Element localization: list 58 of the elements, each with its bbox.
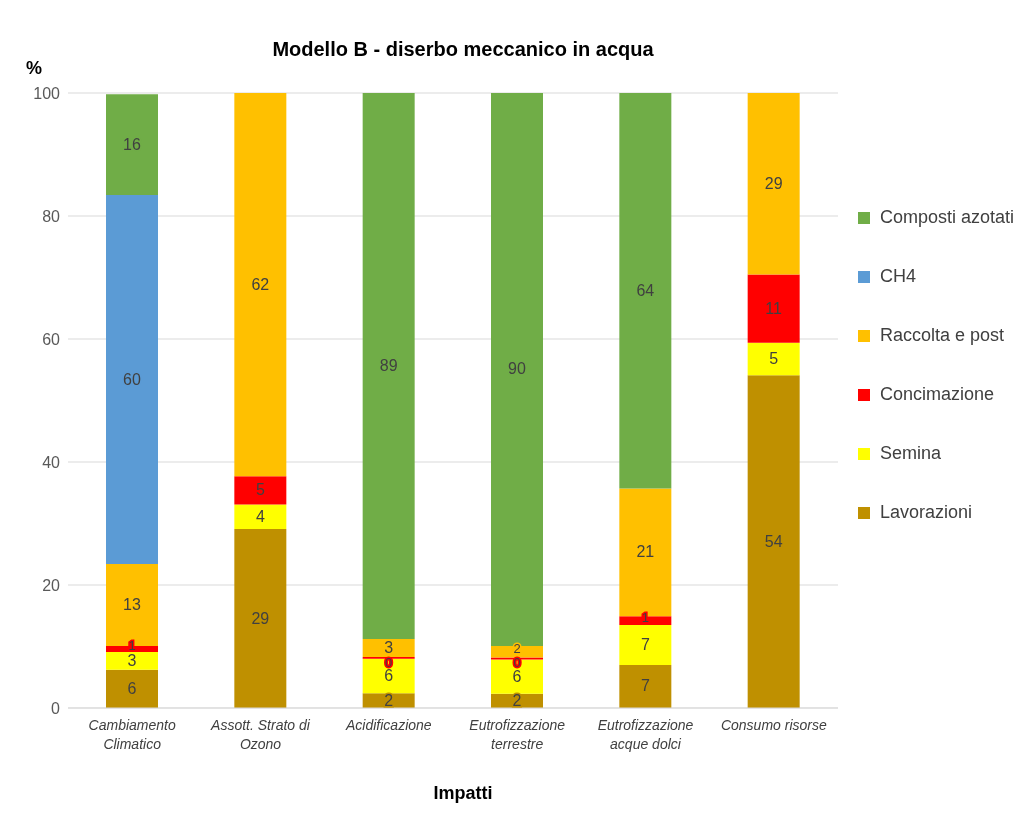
bar — [106, 94, 158, 196]
legend-label: CH4 — [880, 266, 917, 287]
data-label: 29 — [764, 174, 783, 192]
data-label: 7 — [640, 635, 650, 653]
data-label: 6 — [384, 667, 394, 685]
y-tick-label: 0 — [51, 699, 61, 717]
data-label: 2 — [512, 691, 522, 709]
legend-label: Semina — [880, 443, 942, 464]
y-tick-label: 100 — [33, 84, 61, 102]
data-label: 0 — [385, 654, 393, 670]
data-label: 11 — [765, 299, 783, 317]
data-label: 64 — [636, 281, 655, 299]
data-label: 2 — [384, 691, 394, 709]
data-label: 29 — [251, 609, 270, 627]
bar — [747, 375, 800, 708]
data-label: 6 — [127, 679, 137, 697]
bar — [234, 504, 287, 530]
data-label: 90 — [508, 360, 526, 378]
legend-label: Composti azotati — [880, 207, 1015, 228]
data-label: 3 — [127, 651, 137, 669]
x-tick-label: Acidificazione — [345, 717, 432, 733]
x-tick-label: Eutrofizzazione acque dolci — [597, 717, 694, 752]
bar — [234, 529, 287, 708]
x-tick-label: Cambiamento Climatico — [88, 717, 176, 752]
x-axis-title: Impatti — [432, 783, 494, 804]
bar — [619, 664, 672, 708]
y-tick-label: 80 — [42, 207, 61, 225]
data-label: 13 — [123, 595, 141, 613]
legend-label: Lavorazioni — [880, 502, 973, 523]
x-tick-label: Consumo risorse — [720, 717, 827, 733]
data-label: 21 — [636, 543, 655, 561]
data-label: 7 — [640, 677, 650, 695]
data-label: 60 — [123, 370, 141, 388]
legend-label: Raccolta e post — [880, 325, 1005, 346]
chart-title: Modello B - diserbo meccanico in acqua — [271, 38, 655, 61]
data-label: 54 — [764, 532, 783, 550]
bar — [362, 93, 415, 640]
y-axis-title: % — [26, 58, 43, 79]
bar — [747, 93, 800, 275]
bar — [747, 274, 800, 343]
data-label: 5 — [769, 349, 779, 367]
x-tick-label: Assott. Strato di Ozono — [210, 717, 311, 752]
y-tick-label: 20 — [42, 576, 61, 594]
y-tick-label: 60 — [42, 330, 61, 348]
data-label: 89 — [379, 357, 398, 375]
bar — [106, 195, 158, 565]
data-label: 3 — [384, 639, 394, 657]
data-label: 16 — [123, 135, 141, 153]
bar — [234, 93, 287, 477]
legend-label: Concimazione — [880, 384, 995, 405]
x-tick-label: Eutrofizzazione terrestre — [469, 717, 566, 752]
bar — [491, 93, 543, 646]
bar — [619, 624, 672, 665]
data-label: 4 — [255, 507, 265, 525]
data-label: 62 — [251, 275, 270, 293]
data-label: 5 — [255, 481, 265, 499]
y-tick-label: 40 — [42, 453, 61, 471]
bar — [619, 93, 672, 489]
